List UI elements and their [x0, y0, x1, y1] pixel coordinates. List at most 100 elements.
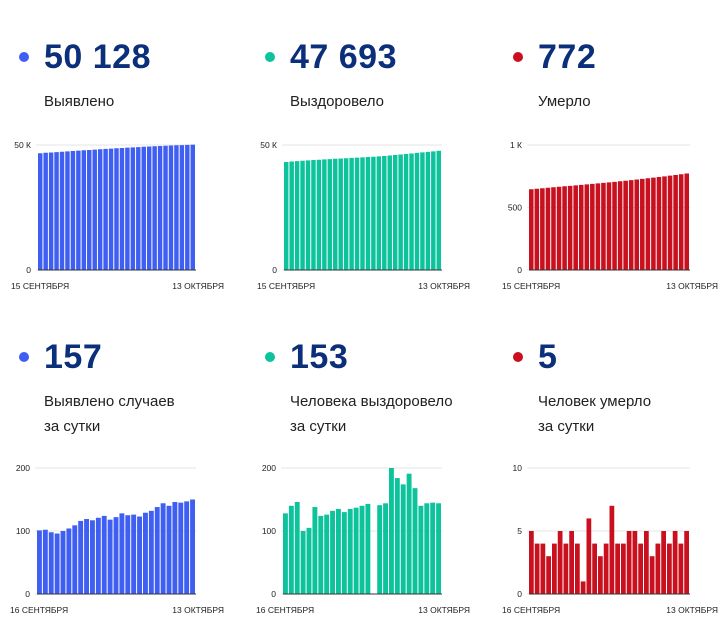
legend-dot: [265, 352, 275, 362]
bar: [137, 516, 142, 594]
chart-detected-total: 50 К 0 15 СЕНТЯБРЯ 13 ОКТЯБРЯ: [11, 140, 224, 291]
bar: [606, 182, 612, 271]
bar: [125, 147, 130, 271]
bar: [338, 158, 343, 270]
bar: [601, 182, 606, 271]
bar: [185, 144, 190, 270]
bar: [640, 178, 645, 271]
bar: [529, 531, 534, 594]
bar: [166, 505, 172, 594]
bar: [546, 556, 551, 594]
bar: [322, 159, 327, 271]
bar: [365, 157, 371, 270]
bar: [87, 150, 92, 270]
bar: [412, 488, 418, 594]
y-tick-label: 100: [262, 526, 276, 536]
label-detected-daily: Выявлено случаев за сутки: [44, 393, 175, 435]
bar: [651, 177, 656, 271]
bar: [592, 543, 597, 594]
bar: [387, 155, 392, 270]
bar: [353, 507, 359, 594]
x-tick-label: 15 СЕНТЯБРЯ: [502, 281, 560, 291]
bar: [108, 148, 114, 271]
bar: [584, 184, 590, 271]
bar: [306, 527, 312, 594]
bar: [300, 160, 305, 270]
bar: [92, 149, 97, 271]
bar: [431, 151, 436, 271]
bar: [595, 183, 601, 271]
chart-recovered-daily: 200 100 0 16 СЕНТЯБРЯ 13 ОКТЯБРЯ: [256, 463, 470, 615]
bar: [107, 519, 113, 594]
x-tick-label: 13 ОКТЯБРЯ: [418, 605, 470, 615]
bar: [95, 517, 101, 594]
bar: [382, 156, 387, 270]
bar: [540, 543, 546, 594]
bar: [336, 508, 341, 594]
bar: [359, 505, 365, 594]
bar: [130, 147, 136, 271]
bar: [37, 530, 42, 594]
bar: [414, 152, 420, 271]
bar: [580, 581, 586, 594]
value-recovered-total: 47 693: [290, 38, 397, 76]
bar: [349, 157, 354, 271]
bar: [283, 513, 288, 594]
bar: [174, 145, 179, 270]
bar: [59, 151, 65, 270]
bar: [125, 515, 131, 594]
bar: [289, 161, 294, 270]
x-tick-label: 16 СЕНТЯБРЯ: [10, 605, 68, 615]
bar: [562, 186, 567, 270]
label-detected-total: Выявлено: [44, 93, 115, 110]
y-tick-label: 50 К: [260, 140, 277, 150]
bar: [377, 505, 383, 594]
bar: [406, 473, 412, 594]
bar: [615, 543, 620, 594]
value-detected-total: 50 128: [44, 38, 151, 76]
bar: [66, 528, 72, 594]
label-died-daily: Человек умерло за сутки: [538, 393, 652, 435]
bar: [131, 514, 137, 594]
y-tick-label: 5: [517, 526, 522, 536]
bar: [76, 150, 81, 271]
bar: [678, 543, 684, 594]
panel-detected-total: 50 128 Выявлено 50 К 0 15 СЕНТЯБРЯ 13 ОКТЯБ…: [0, 0, 240, 310]
bar: [60, 531, 66, 594]
bar: [436, 150, 441, 270]
bar: [551, 187, 556, 270]
legend-dot: [513, 52, 523, 62]
bar: [146, 146, 152, 270]
bar: [649, 556, 655, 594]
label-recovered-total: Выздоровело: [290, 93, 385, 110]
label-died-total: Умерло: [538, 93, 591, 110]
bar: [81, 150, 87, 270]
bar: [119, 513, 125, 594]
bar: [184, 501, 190, 594]
chart-died-total: 1 К 500 0 15 СЕНТЯБРЯ 13 ОКТЯБРЯ: [502, 140, 718, 291]
bar: [178, 502, 184, 594]
x-tick-label: 16 СЕНТЯБРЯ: [256, 605, 314, 615]
bar: [42, 529, 48, 594]
bar: [673, 175, 678, 270]
bar: [667, 175, 673, 271]
bar: [383, 503, 388, 594]
bar: [634, 179, 640, 270]
bar: [612, 181, 617, 271]
legend-dot: [265, 52, 275, 62]
bar: [312, 507, 318, 594]
bar: [148, 510, 154, 594]
bar: [655, 543, 661, 594]
bar: [376, 156, 382, 271]
bar: [545, 187, 551, 270]
bar: [409, 153, 414, 270]
bar: [311, 160, 316, 270]
bar: [661, 531, 666, 594]
bar: [578, 184, 584, 271]
bar: [333, 158, 338, 270]
bar: [43, 152, 48, 270]
x-tick-label: 13 ОКТЯБРЯ: [666, 605, 718, 615]
y-tick-label: 500: [508, 203, 522, 213]
bar: [154, 507, 160, 594]
bar: [360, 157, 365, 271]
